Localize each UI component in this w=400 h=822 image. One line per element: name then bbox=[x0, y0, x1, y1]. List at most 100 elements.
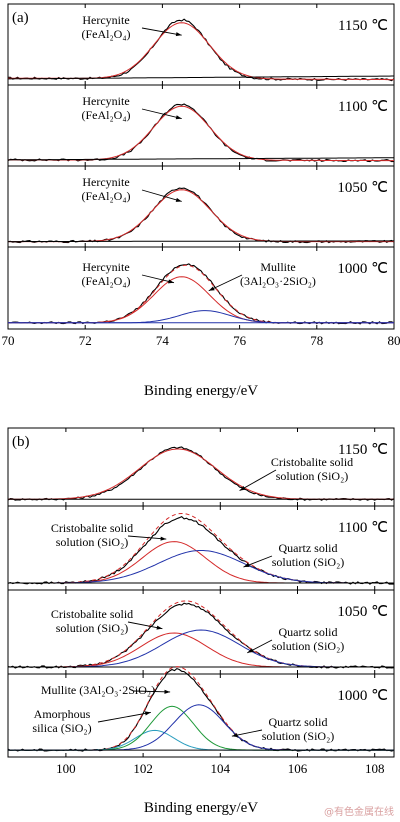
series-component-3 bbox=[8, 310, 394, 324]
annotation-label: solution (SiO₂) bbox=[272, 639, 345, 653]
series-measured-0 bbox=[7, 187, 395, 244]
x-tick-label: 78 bbox=[310, 333, 323, 348]
x-tick-label: 106 bbox=[288, 761, 308, 776]
series-measured-0 bbox=[7, 263, 395, 325]
annotation-label: solution (SiO₂) bbox=[56, 535, 129, 549]
series-fit-1 bbox=[8, 105, 394, 162]
annotation-label: (FeAl₂O₄) bbox=[81, 274, 130, 288]
annotation-arrowhead bbox=[239, 486, 246, 491]
annotation-label: solution (SiO₂) bbox=[56, 621, 129, 635]
annotation-label: Quartz solid bbox=[269, 715, 328, 729]
x-tick-label: 102 bbox=[133, 761, 153, 776]
temperature-label: 1100 ℃ bbox=[338, 520, 388, 536]
annotation-label: solution (SiO₂) bbox=[276, 469, 349, 483]
series-measured-0 bbox=[8, 18, 395, 82]
annotation-label: Amorphous bbox=[34, 707, 91, 721]
annotation-arrowhead bbox=[247, 648, 254, 653]
annotation-arrowhead bbox=[208, 286, 215, 291]
watermark: @有色金属在线 bbox=[324, 807, 394, 818]
x-axis-label: Binding energy/eV bbox=[144, 800, 258, 816]
annotation-label: Mullite (3Al₂O₃·2SiO₂) bbox=[41, 683, 155, 697]
annotation-arrowhead bbox=[160, 536, 167, 541]
annotation-label: (FeAl₂O₄) bbox=[81, 108, 130, 122]
x-tick-label: 104 bbox=[211, 761, 231, 776]
annotation-arrow bbox=[141, 189, 182, 202]
subplot-1000: 1000 ℃ Hercynite(FeAl₂O₄) Mullite(3Al₂O₃·2… bbox=[7, 246, 395, 330]
annotation-label: Mullite bbox=[260, 260, 295, 274]
subplot-frame bbox=[7, 165, 395, 248]
temperature-label: 1150 ℃ bbox=[338, 442, 388, 458]
x-tick-label: 100 bbox=[56, 761, 76, 776]
series-measured-0 bbox=[7, 103, 395, 163]
annotation-label: Hercynite bbox=[82, 13, 129, 27]
annotation-label: Cristobalite solid bbox=[51, 521, 133, 535]
series-fit-1 bbox=[8, 22, 394, 81]
x-tick-label: 80 bbox=[388, 333, 400, 348]
annotation-label: Cristobalite solid bbox=[271, 455, 353, 469]
annotation-arrowhead bbox=[168, 279, 174, 284]
annotation-label: Quartz solid bbox=[279, 625, 338, 639]
subplot-frame bbox=[7, 3, 395, 86]
annotation-arrow bbox=[127, 535, 167, 540]
temperature-label: 1150 ℃ bbox=[338, 18, 388, 34]
annotation-label: Hercynite bbox=[82, 175, 129, 189]
x-axis-label: Binding energy/eV bbox=[144, 383, 258, 399]
series-background-2 bbox=[8, 157, 395, 161]
panel-label: (b) bbox=[12, 434, 30, 450]
annotation-arrowhead bbox=[175, 32, 182, 37]
x-tick-label: 76 bbox=[233, 333, 247, 348]
annotation-arrowhead bbox=[156, 625, 163, 630]
temperature-label: 1100 ℃ bbox=[338, 99, 388, 115]
x-tick-label: 70 bbox=[2, 333, 15, 348]
subplot-1100: 1100 ℃ Hercynite(FeAl₂O₄) bbox=[7, 84, 395, 167]
annotation-arrow bbox=[239, 469, 277, 491]
annotation-label: (FeAl₂O₄) bbox=[81, 27, 130, 41]
annotation-arrow bbox=[127, 621, 163, 630]
annotation-label: Hercynite bbox=[82, 94, 129, 108]
annotation-arrowhead bbox=[231, 733, 238, 738]
temperature-label: 1000 ℃ bbox=[337, 688, 388, 704]
annotation-arrow bbox=[208, 274, 243, 292]
panel-label: (a) bbox=[12, 10, 29, 26]
annotation-arrowhead bbox=[144, 711, 151, 716]
annotation-label: (3Al₂O₃·2SiO₂) bbox=[240, 274, 316, 288]
annotation-arrow bbox=[133, 690, 171, 693]
subplot-1150: 1150 ℃ Hercynite(FeAl₂O₄) bbox=[7, 3, 395, 86]
annotation-label: solution (SiO₂) bbox=[262, 729, 335, 743]
annotation-label: Cristobalite solid bbox=[51, 607, 133, 621]
annotation-label: Hercynite bbox=[82, 260, 129, 274]
subplot-frame bbox=[7, 84, 395, 167]
series-background-2 bbox=[8, 240, 394, 243]
x-tick-label: 74 bbox=[156, 333, 170, 348]
subplot-frame bbox=[7, 673, 395, 758]
annotation-arrowhead bbox=[243, 563, 250, 568]
series-background-2 bbox=[8, 75, 394, 80]
subplot-1050: 1050 ℃ Hercynite(FeAl₂O₄) bbox=[7, 165, 395, 248]
annotation-label: (FeAl₂O₄) bbox=[81, 189, 130, 203]
annotation-arrow bbox=[141, 27, 182, 36]
annotation-arrow bbox=[97, 711, 151, 723]
subplot-1000: 1000 ℃ Mullite (3Al₂O₃·2SiO₂) Amorphoussil… bbox=[7, 666, 395, 758]
annotation-arrowhead bbox=[175, 197, 182, 202]
annotation-arrow bbox=[141, 108, 182, 120]
annotation-arrowhead bbox=[175, 115, 182, 120]
series-envelope-1 bbox=[8, 264, 394, 324]
annotation-label: solution (SiO₂) bbox=[272, 555, 345, 569]
annotation-arrowhead bbox=[164, 689, 171, 694]
temperature-label: 1000 ℃ bbox=[337, 261, 388, 277]
x-tick-label: 108 bbox=[365, 761, 385, 776]
temperature-label: 1050 ℃ bbox=[337, 180, 388, 196]
x-tick-label: 72 bbox=[79, 333, 92, 348]
series-fit-1 bbox=[8, 189, 394, 243]
series-component-2 bbox=[8, 276, 394, 324]
annotation-label: Quartz solid bbox=[279, 541, 338, 555]
temperature-label: 1050 ℃ bbox=[337, 604, 388, 620]
subplot-frame bbox=[7, 246, 395, 330]
annotation-label: silica (SiO₂) bbox=[32, 721, 91, 735]
